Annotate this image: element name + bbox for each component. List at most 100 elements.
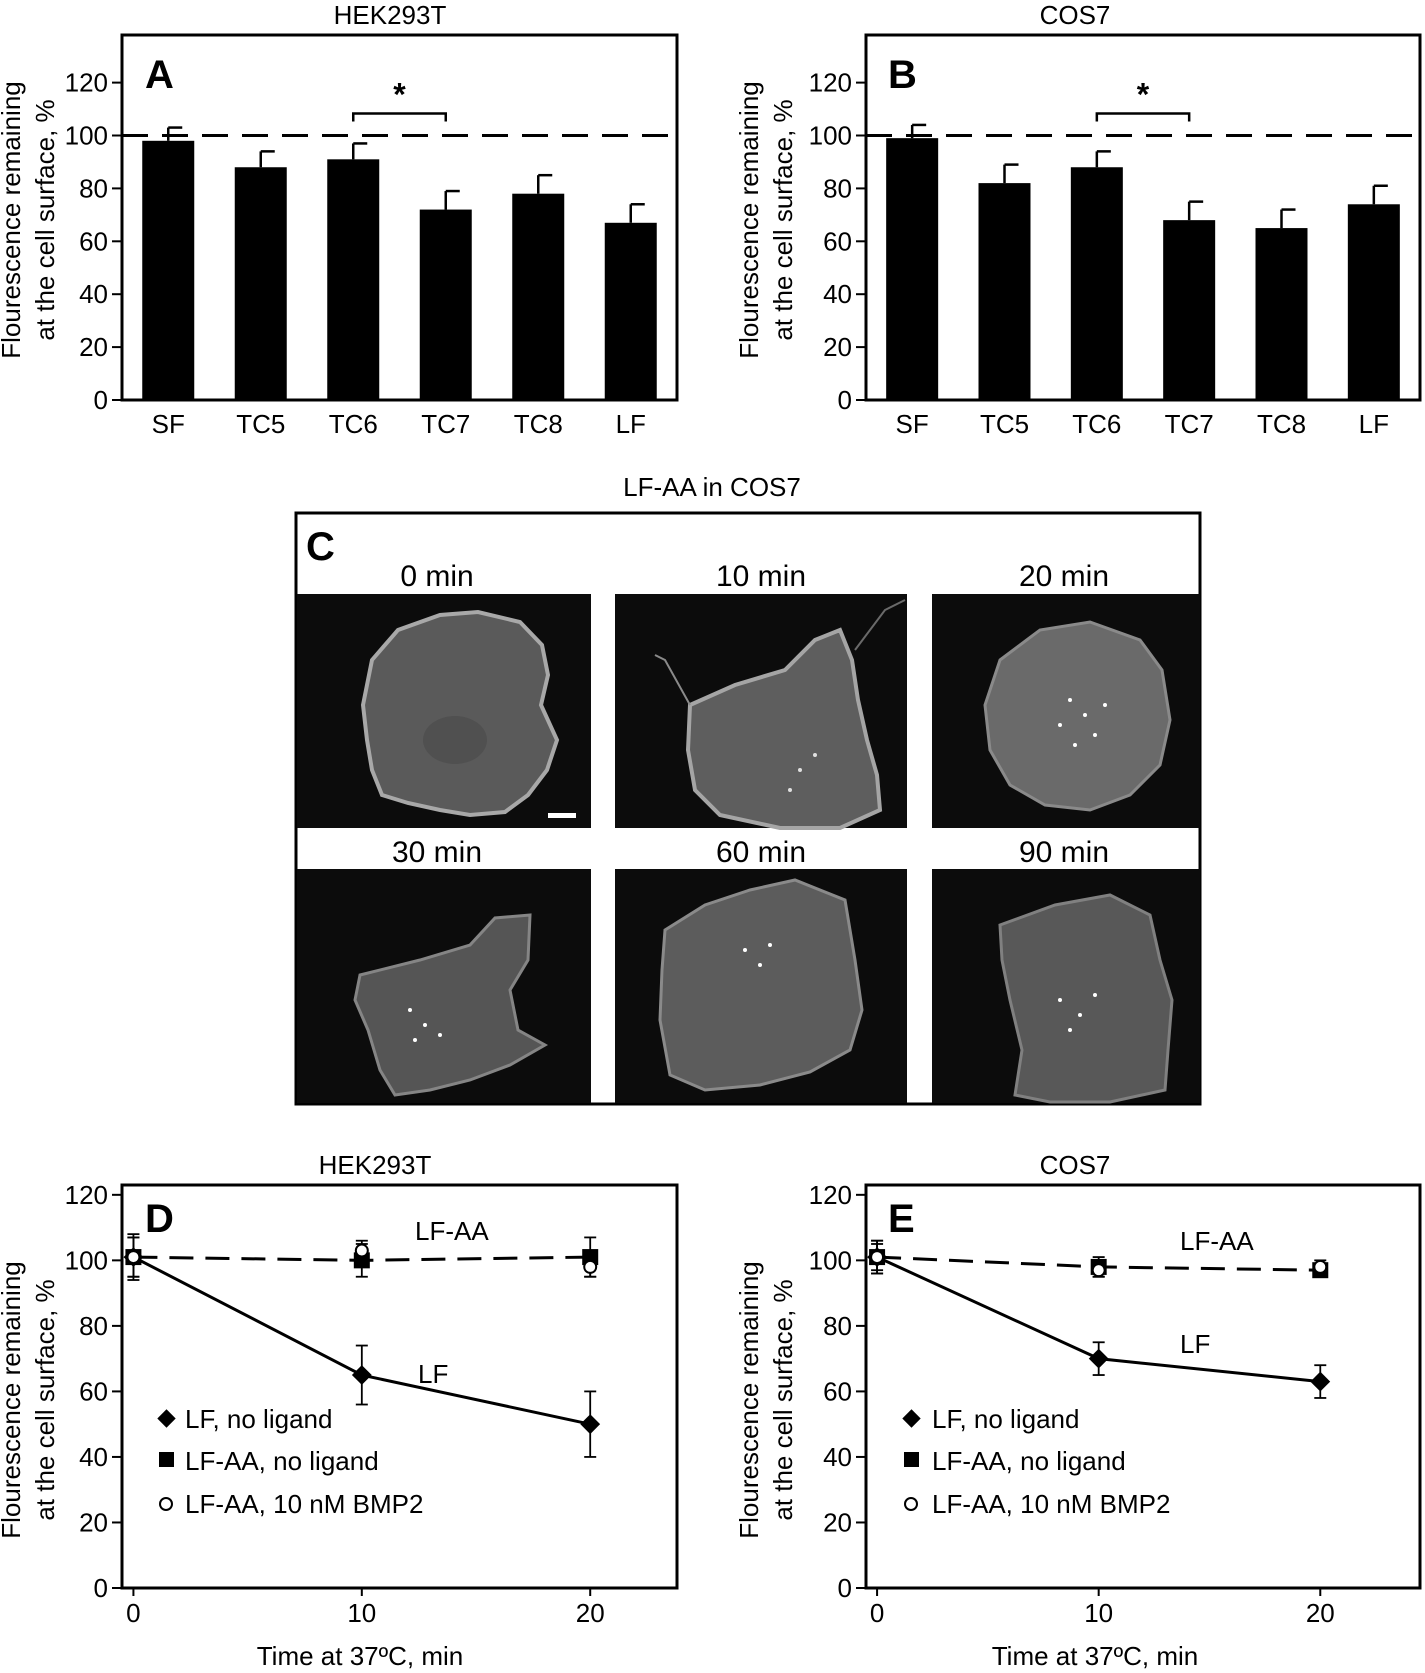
micrograph-60-min: [615, 869, 907, 1103]
chart-b-xtick-label: LF: [1359, 409, 1389, 439]
chart-e-legend-lfaa: LF-AA, no ligand: [932, 1446, 1126, 1476]
chart-e-series-diamond-point: [1088, 1348, 1109, 1369]
cell-0-min: [360, 609, 560, 818]
chart-b-bar-tc8: [1255, 228, 1308, 400]
chart-a-title: HEK293T: [334, 0, 447, 30]
chart-d-line-label-lfaa: LF-AA: [415, 1216, 489, 1246]
micrograph-panel: LF-AA in COS7 C 0 min 10 min 20 min 30 m…: [294, 472, 1202, 1106]
micrograph-0-min: [297, 594, 591, 828]
chart-e-xtick-label: 20: [1306, 1598, 1335, 1628]
chart-d-legend-lfaa: LF-AA, no ligand: [185, 1446, 379, 1476]
time-label-20: 20 min: [1019, 560, 1109, 593]
chart-d-ytick-label: 80: [79, 1311, 108, 1341]
micrograph-10-min: [615, 594, 907, 830]
chart-b-significance-bracket: [1095, 112, 1191, 122]
chart-a-bar-tc5: [234, 167, 287, 400]
chart-d-ytick-label: 20: [79, 1507, 108, 1537]
chart-d-legend-bmp2: LF-AA, 10 nM BMP2: [185, 1489, 423, 1519]
chart-d-series-diamond-point: [580, 1414, 601, 1435]
time-label-60: 60 min: [716, 836, 806, 869]
chart-e-title: COS7: [1040, 1150, 1111, 1180]
cell-90-min: [998, 893, 1174, 1104]
chart-e-ytick-label: 20: [823, 1507, 852, 1537]
chart-e-series-open-circle-point: [870, 1250, 885, 1265]
legend-square-marker: [904, 1452, 919, 1467]
chart-a-bar-tc7: [419, 209, 472, 400]
chart-b-xtick-label: TC6: [1072, 409, 1121, 439]
chart-d-ytick-label: 40: [79, 1442, 108, 1472]
legend-open-circle-marker: [904, 1497, 918, 1511]
time-label-10: 10 min: [716, 560, 806, 593]
chart-e-ytick-label: 80: [823, 1311, 852, 1341]
chart-d-ytick-label: 120: [65, 1180, 108, 1210]
chart-d-legend: LF, no ligand LF-AA, no ligand LF-AA, 10…: [157, 1404, 423, 1519]
chart-b-panel-letter: B: [888, 53, 917, 97]
chart-e-ylabel-line2: at the cell surface, %: [768, 1279, 798, 1520]
chart-b-ytick-label: 0: [838, 385, 852, 415]
chart-a-bars: *: [142, 77, 657, 400]
chart-b-cos7: COS7 0 20 40 60 80 100 120 SF TC5 TC6 TC7 TC8 LF * B…: [734, 0, 1422, 439]
legend-open-circle-marker: [159, 1497, 173, 1511]
chart-e-line-label-lf: LF: [1180, 1329, 1210, 1359]
micrograph-90-min: [932, 869, 1200, 1104]
chart-a-ylabel-line1: Flourescence remaining: [0, 81, 26, 358]
chart-e-plot-frame: [864, 1183, 1422, 1590]
chart-b-bar-tc6: [1070, 167, 1123, 400]
chart-d-legend-lf: LF, no ligand: [185, 1404, 332, 1434]
time-label-90: 90 min: [1019, 836, 1109, 869]
chart-e-legend: LF, no ligand LF-AA, no ligand LF-AA, 10…: [902, 1404, 1170, 1519]
chart-b-xtick-label: TC8: [1257, 409, 1306, 439]
chart-a-ytick-label: 100: [65, 121, 108, 151]
chart-b-plot-frame: [864, 33, 1422, 402]
chart-d-ylabel-line2: at the cell surface, %: [30, 1279, 60, 1520]
chart-d-xtick-label: 10: [347, 1598, 376, 1628]
chart-e-series-diamond-point: [1310, 1371, 1331, 1392]
chart-e-legend-lf: LF, no ligand: [932, 1404, 1079, 1434]
chart-b-xtick-label: TC7: [1165, 409, 1214, 439]
chart-b-bar-lf: [1347, 204, 1400, 400]
chart-b-bar-sf: [886, 138, 939, 401]
chart-d-series-open-circle-point: [354, 1243, 369, 1258]
chart-a-xtick-label: TC5: [236, 409, 285, 439]
chart-d-ytick-label: 0: [94, 1573, 108, 1603]
chart-b-ytick-label: 100: [809, 121, 852, 151]
chart-b-ylabel-line1: Flourescence remaining: [734, 81, 764, 358]
chart-e-xtick-label: 0: [870, 1598, 884, 1628]
chart-e-xlabel: Time at 37ºC, min: [992, 1641, 1198, 1671]
chart-b-ytick-label: 20: [823, 332, 852, 362]
chart-b-axes: 0 20 40 60 80 100 120 SF TC5 TC6 TC7 TC8 LF: [809, 33, 1422, 439]
legend-square-marker: [159, 1452, 174, 1467]
chart-a-ytick-label: 120: [65, 68, 108, 98]
chart-a-bar-tc6: [327, 159, 380, 400]
micrograph-panel-title: LF-AA in COS7: [623, 472, 801, 502]
chart-b-bar-tc7: [1163, 220, 1216, 400]
chart-a-ytick-label: 20: [79, 332, 108, 362]
chart-b-ylabel-line2: at the cell surface, %: [768, 99, 798, 340]
chart-a-ylabel-line2: at the cell surface, %: [30, 99, 60, 340]
chart-e-cos7: COS7 0 20 40 60 80 100 120 0 10 20 E Flourescence…: [734, 1150, 1422, 1671]
chart-a-xtick-label: TC7: [421, 409, 470, 439]
time-label-30: 30 min: [392, 836, 482, 869]
cell-10-min: [685, 627, 883, 830]
cell-60-min: [658, 878, 864, 1092]
chart-e-series-open-circle-point: [1313, 1259, 1328, 1274]
chart-e-xtick-label: 10: [1084, 1598, 1113, 1628]
legend-diamond-marker: [157, 1409, 176, 1428]
chart-a-xtick-label: TC8: [514, 409, 563, 439]
chart-e-legend-bmp2: LF-AA, 10 nM BMP2: [932, 1489, 1170, 1519]
chart-a-plot-frame: [120, 33, 679, 402]
chart-a-xtick-label: LF: [616, 409, 646, 439]
chart-d-ylabel-line1: Flourescence remaining: [0, 1261, 26, 1538]
chart-e-ylabel-line1: Flourescence remaining: [734, 1261, 764, 1538]
chart-b-bars: *: [886, 77, 1400, 401]
chart-e-series-open-circle-point: [1091, 1263, 1106, 1278]
chart-e-ytick-label: 0: [838, 1573, 852, 1603]
chart-a-ytick-label: 40: [79, 279, 108, 309]
micrograph-30-min: [297, 869, 591, 1103]
chart-a-xtick-label: TC6: [329, 409, 378, 439]
chart-d-xtick-label: 20: [576, 1598, 605, 1628]
chart-d-ytick-label: 100: [65, 1245, 108, 1275]
chart-b-xtick-label: SF: [896, 409, 929, 439]
